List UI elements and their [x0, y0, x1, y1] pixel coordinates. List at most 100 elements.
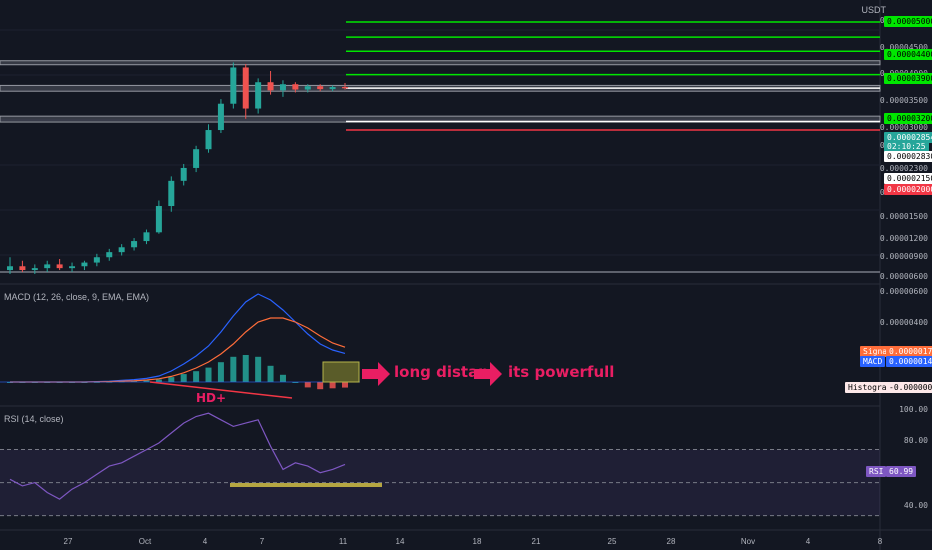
x-tick-label: 18 — [472, 537, 482, 546]
x-tick-label: 27 — [63, 537, 73, 546]
price-tick-label: 0.00001500 — [879, 212, 928, 221]
rsi-support-box — [230, 483, 382, 487]
candle-body — [292, 84, 299, 90]
x-tick-label: 25 — [607, 537, 617, 546]
rsi-tag-value: 60.99 — [886, 466, 917, 477]
highlight-box — [322, 361, 360, 383]
annotation-powerfull: its powerfull — [508, 363, 615, 381]
candle-body — [81, 262, 88, 267]
macd-histogram-bar — [193, 371, 200, 382]
signal-line — [10, 317, 346, 383]
price-tag: 0.00003200 — [884, 113, 932, 124]
candle-body — [31, 268, 38, 271]
rsi-tick-label: 100.00 — [899, 405, 928, 414]
macd-histogram-bar — [317, 382, 324, 390]
macd-histogram-bar — [255, 356, 262, 382]
price-tick-label: 0.00000900 — [879, 252, 928, 261]
macd-legend: MACD (12, 26, close, 9, EMA, EMA) — [4, 292, 150, 302]
x-tick-label: Nov — [740, 537, 756, 546]
candle-body — [255, 82, 262, 109]
price-tick-label: 0.00004500 — [879, 43, 928, 52]
candle-body — [317, 86, 324, 90]
macd-tag-value: 0.00000143 — [886, 356, 932, 367]
macd-histogram-bar — [131, 380, 138, 382]
x-tick-label: 11 — [338, 537, 348, 546]
candle-body — [168, 180, 175, 207]
candle-body — [93, 257, 100, 263]
candle-body — [193, 149, 200, 168]
candle-body — [242, 67, 249, 109]
candle-body — [155, 206, 162, 233]
macd-tick-label: 0.00000600 — [879, 287, 928, 296]
macd-histogram-bar — [180, 374, 187, 382]
price-tick-label: 0.00003500 — [879, 96, 928, 105]
macd-histogram-bar — [168, 377, 175, 382]
annotation-long-distance: long distanc — [394, 363, 498, 381]
x-tick-label: 8 — [877, 537, 883, 546]
candle-body — [267, 82, 274, 91]
x-tick-label: 4 — [202, 537, 208, 546]
price-tick-label: 0.00000600 — [879, 272, 928, 281]
x-tick-label: 14 — [395, 537, 405, 546]
macd-histogram-bar — [267, 365, 274, 382]
candle-body — [106, 252, 113, 258]
candle-body — [56, 264, 63, 269]
macd-line — [10, 293, 346, 383]
price-tag: 0.00002830 — [884, 151, 932, 162]
candle-body — [19, 266, 26, 271]
price-tag: 0.00003900 — [884, 73, 932, 84]
macd-histogram-bar — [155, 379, 162, 382]
price-tag: 0.00002150 — [884, 173, 932, 184]
x-tick-label: 4 — [805, 537, 811, 546]
price-tag: 0.00005000 — [884, 16, 932, 27]
candle-body — [342, 87, 348, 89]
candle-body — [44, 264, 51, 269]
arrow-icon — [474, 362, 502, 386]
candle-body — [304, 86, 311, 90]
macd-histogram-bar — [143, 380, 150, 382]
price-tag: 0.00002000 — [884, 184, 932, 195]
macd-tick-label: 0.00000400 — [879, 318, 928, 327]
macd-histogram-bar — [342, 382, 348, 388]
macd-histogram-bar — [329, 382, 336, 389]
candle-body — [118, 247, 125, 253]
rsi-line — [9, 412, 346, 500]
price-tick-label: 0.00001200 — [879, 234, 928, 243]
macd-tag-value: 0.00000174 — [886, 346, 932, 357]
candle-body — [217, 103, 224, 131]
macd-tag-name: Histogram — [845, 382, 895, 393]
macd-tag-value: -0.00000031 — [886, 382, 932, 393]
candle-body — [205, 130, 212, 150]
candle-body — [7, 266, 13, 271]
candle-body — [180, 167, 187, 181]
candle-body — [279, 84, 286, 91]
price-tick-label: 0.00002300 — [879, 164, 928, 173]
price-tag: 0.00002854 — [884, 132, 932, 143]
macd-tag-name: MACD — [860, 356, 886, 367]
macd-histogram-bar — [279, 374, 286, 382]
price-tag: 02:10:25 — [884, 141, 929, 152]
macd-histogram-bar — [217, 362, 224, 382]
macd-histogram-bar — [230, 356, 237, 382]
macd-histogram-bar — [242, 355, 249, 382]
macd-histogram-bar — [304, 382, 311, 388]
price-tick-label: 0.00003000 — [879, 123, 928, 132]
hd-label: HD+ — [196, 391, 227, 405]
price-tag: 0.00004400 — [884, 49, 932, 60]
candle-body — [230, 67, 237, 104]
candle-body — [69, 266, 76, 269]
divergence-line — [149, 381, 293, 399]
candle-body — [329, 87, 336, 90]
arrow-icon — [362, 362, 390, 386]
x-tick-label: 21 — [531, 537, 541, 546]
currency-label: USDT — [861, 5, 887, 15]
rsi-tag-name: RSI — [866, 466, 887, 477]
macd-histogram-bar — [205, 367, 212, 382]
support-zone — [0, 60, 881, 66]
rsi-tick-label: 40.00 — [903, 501, 928, 510]
x-tick-label: 7 — [259, 537, 265, 546]
rsi-band — [0, 449, 880, 516]
candle-body — [143, 232, 150, 242]
x-tick-label: 28 — [666, 537, 676, 546]
